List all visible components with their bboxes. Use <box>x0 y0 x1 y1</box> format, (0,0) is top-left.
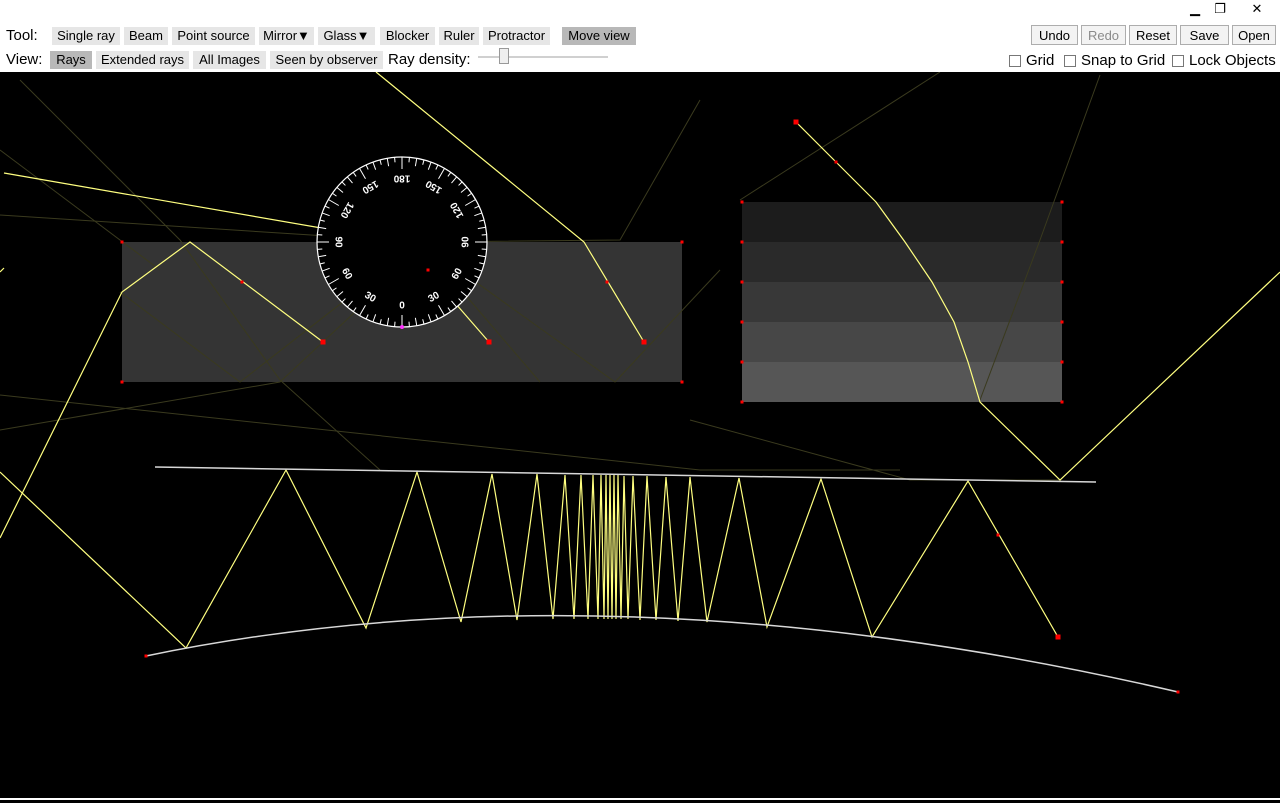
object-handle[interactable] <box>121 241 124 244</box>
tool-beam-button[interactable]: Beam <box>124 27 168 45</box>
tool-move-view-button[interactable]: Move view <box>562 27 636 45</box>
object-handle[interactable] <box>1061 321 1064 324</box>
object-handle[interactable] <box>1061 241 1064 244</box>
object-handle[interactable] <box>241 281 244 284</box>
glass-layer-2[interactable] <box>742 242 1062 282</box>
snap-checkbox-box[interactable] <box>1064 55 1076 67</box>
object-handle[interactable] <box>145 655 148 658</box>
view-extended-rays-button[interactable]: Extended rays <box>96 51 189 69</box>
ray-density-slider-track[interactable] <box>478 56 608 58</box>
object-handle[interactable] <box>606 281 609 284</box>
ray-between-mirrors <box>0 470 1058 648</box>
protractor-label: 90 <box>461 236 472 248</box>
snap-to-grid-label: Snap to Grid <box>1081 52 1165 69</box>
object-handle[interactable] <box>741 201 744 204</box>
tool-point-source-button[interactable]: Point source <box>172 27 255 45</box>
restore-icon[interactable]: ❐ <box>1207 0 1233 20</box>
object-handle[interactable] <box>681 381 684 384</box>
protractor-label: 180 <box>393 173 410 184</box>
snap-to-grid-checkbox[interactable]: Snap to Grid <box>1064 52 1165 69</box>
object-handle[interactable] <box>1061 361 1064 364</box>
glass-layer-1[interactable] <box>742 202 1062 242</box>
tool-single-ray-button[interactable]: Single ray <box>52 27 120 45</box>
grid-label: Grid <box>1026 52 1054 69</box>
reset-button[interactable]: Reset <box>1129 25 1177 45</box>
view-label: View: <box>6 51 42 68</box>
object-handle[interactable] <box>681 241 684 244</box>
view-rays-button[interactable]: Rays <box>50 51 92 69</box>
object-handle[interactable] <box>1061 401 1064 404</box>
redo-button[interactable]: Redo <box>1081 25 1126 45</box>
ray-density-label: Ray density: <box>388 51 471 68</box>
protractor-label: 0 <box>399 301 405 312</box>
grid-checkbox[interactable]: Grid <box>1009 52 1054 69</box>
object-handle[interactable] <box>487 340 492 345</box>
object-handle[interactable] <box>121 381 124 384</box>
minimize-icon[interactable]: ▁ <box>1182 0 1208 20</box>
object-handle[interactable] <box>741 241 744 244</box>
title-bar: ▁ ❐ ✕ <box>0 0 1280 22</box>
grid-checkbox-box[interactable] <box>1009 55 1021 67</box>
open-button[interactable]: Open <box>1232 25 1276 45</box>
tool-label: Tool: <box>6 27 38 44</box>
object-handle[interactable] <box>1061 281 1064 284</box>
object-handle[interactable] <box>835 161 838 164</box>
curved-mirror[interactable] <box>146 616 1178 692</box>
object-handle[interactable] <box>1056 635 1061 640</box>
glass-layer-3[interactable] <box>742 282 1062 322</box>
undo-button[interactable]: Undo <box>1031 25 1078 45</box>
toolbar: Tool: Single ray Beam Point source Mirro… <box>0 22 1280 72</box>
object-handle[interactable] <box>741 361 744 364</box>
object-handle[interactable] <box>794 120 799 125</box>
object-handle[interactable] <box>1061 201 1064 204</box>
glass-layer-5[interactable] <box>742 362 1062 402</box>
object-handle[interactable] <box>741 281 744 284</box>
object-handle[interactable] <box>997 534 1000 537</box>
lock-checkbox-box[interactable] <box>1172 55 1184 67</box>
protractor-label: 90 <box>333 236 344 248</box>
lock-objects-checkbox[interactable]: Lock Objects <box>1172 52 1276 69</box>
save-button[interactable]: Save <box>1180 25 1229 45</box>
view-all-images-button[interactable]: All Images <box>193 51 266 69</box>
object-handle[interactable] <box>741 321 744 324</box>
tool-blocker-button[interactable]: Blocker <box>380 27 435 45</box>
lock-objects-label: Lock Objects <box>1189 52 1276 69</box>
tool-glass-dropdown[interactable]: Glass▼ <box>318 27 375 45</box>
close-icon[interactable]: ✕ <box>1244 0 1270 20</box>
object-handle[interactable] <box>427 269 430 272</box>
tool-mirror-dropdown[interactable]: Mirror▼ <box>259 27 314 45</box>
glass-layer-4[interactable] <box>742 322 1062 362</box>
tool-ruler-button[interactable]: Ruler <box>439 27 479 45</box>
object-handle[interactable] <box>741 401 744 404</box>
object-handle[interactable] <box>1177 691 1180 694</box>
ray-density-slider-thumb[interactable] <box>499 48 509 64</box>
view-seen-by-observer-button[interactable]: Seen by observer <box>270 51 383 69</box>
object-handle[interactable] <box>321 340 326 345</box>
tool-protractor-button[interactable]: Protractor <box>483 27 550 45</box>
object-handle[interactable] <box>642 340 647 345</box>
flat-mirror[interactable] <box>155 467 1096 482</box>
